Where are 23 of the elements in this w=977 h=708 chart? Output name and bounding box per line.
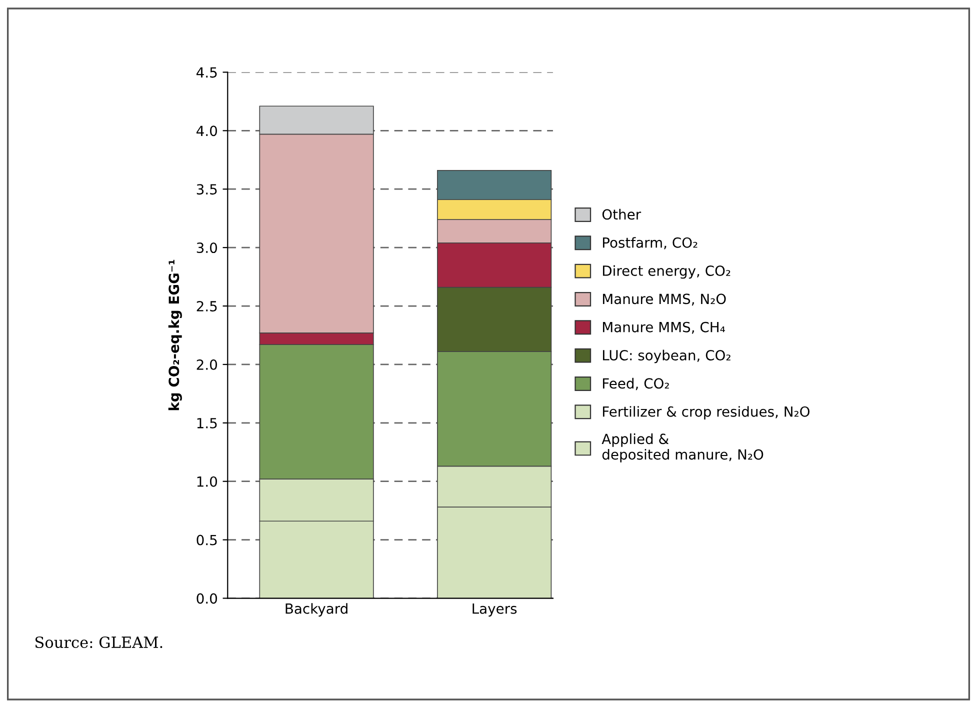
legend-label: Manure MMS, CH₄ [602,322,725,334]
legend-label: Applied & deposited manure, N₂O [602,433,764,462]
legend-label: Other [602,208,642,220]
source-note: Source: GLEAM. [35,636,162,648]
x-tick-label: Layers [472,604,517,617]
y-tick-label: 2.0 [196,359,217,370]
legend-label: Feed, CO₂ [602,378,669,390]
y-tick-label: 1.0 [197,476,217,487]
y-tick-label: 4.0 [196,126,217,136]
legend-label: Direct energy, CO₂ [602,265,730,279]
legend-label: Manure MMS, N₂O [602,294,726,306]
legend-label: LUC: soybean, CO₂ [602,350,730,364]
x-tick-label: Backyard [286,603,348,617]
legend-label: Postfarm, CO₂ [602,237,698,250]
legend-label: Fertilizer & crop residues, N₂O [602,406,810,420]
y-tick-label: 1.5 [197,418,217,428]
y-tick-label: 3.5 [196,184,217,195]
y-axis-title: kg CO₂-eq.kg EGG⁻¹ [168,260,182,410]
y-tick-label: 4.5 [196,67,217,78]
y-tick-label: 0.5 [196,534,217,546]
y-tick-label: 3.0 [196,242,217,254]
y-tick-label: 2.5 [196,300,217,312]
y-tick-label: 0.0 [196,593,217,604]
